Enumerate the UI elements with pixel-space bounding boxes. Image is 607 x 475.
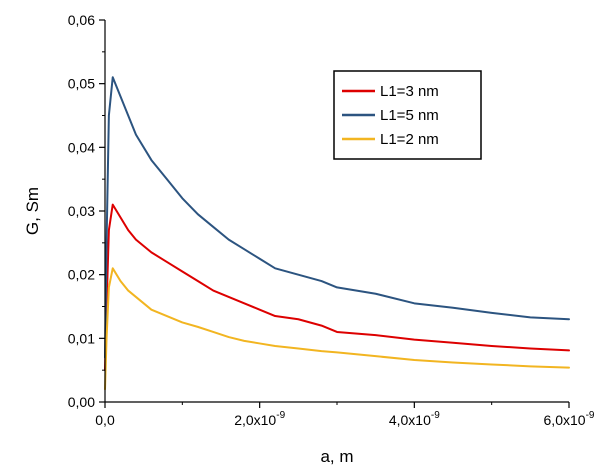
legend-label: L1=3 nm <box>380 83 439 100</box>
series-line-2 <box>104 76 570 359</box>
x-ticks-group: 0,0 2,0x10-9 4,0x10-9 6,0x10-9 <box>95 402 595 428</box>
x-tick-label: 6,0x10-9 <box>544 410 595 428</box>
y-tick-label: 0,04 <box>68 139 95 155</box>
x-tick-label: 4,0x10-9 <box>389 410 440 428</box>
y-tick-label: 0,06 <box>68 12 95 28</box>
x-tick-label: 0,0 <box>95 412 115 428</box>
legend-label: L1=2 nm <box>380 131 439 148</box>
legend-item-l1-5nm: L1=5 nm <box>342 107 439 124</box>
legend-item-l1-2nm: L1=2 nm <box>342 131 439 148</box>
y-ticks-group: 0,00 0,01 0,02 0,03 0,04 0,05 0,06 <box>68 12 105 410</box>
y-tick-label: 0,01 <box>68 330 95 346</box>
x-tick-label: 2,0x10-9 <box>234 410 285 428</box>
y-tick-label: 0,03 <box>68 203 95 219</box>
y-tick-label: 0,05 <box>68 76 95 92</box>
legend: L1=3 nm L1=5 nm L1=2 nm <box>333 70 482 160</box>
legend-label: L1=5 nm <box>380 107 439 124</box>
series-line-1 <box>104 203 570 372</box>
y-tick-label: 0,00 <box>68 394 95 410</box>
series-line-3 <box>104 267 570 391</box>
series-group <box>104 76 570 391</box>
legend-item-l1-3nm: L1=3 nm <box>342 83 439 100</box>
y-tick-label: 0,02 <box>68 267 95 283</box>
y-axis-title: G, Sm <box>23 187 42 235</box>
x-axis-title: a, m <box>320 447 353 466</box>
